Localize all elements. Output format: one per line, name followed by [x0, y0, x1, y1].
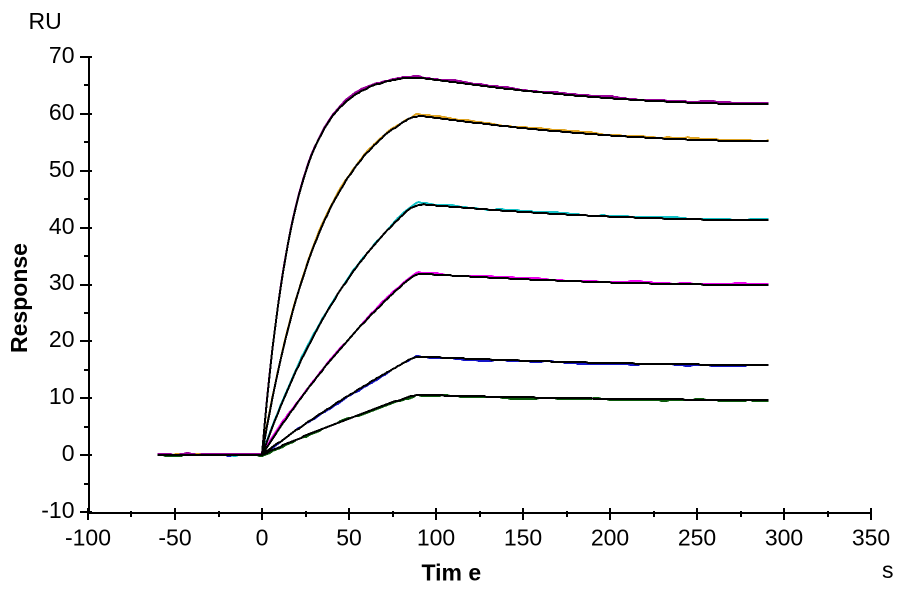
- svg-text:Tim e: Tim e: [422, 560, 482, 586]
- svg-text:300: 300: [765, 525, 803, 551]
- svg-text:60: 60: [49, 99, 75, 125]
- svg-text:200: 200: [591, 525, 629, 551]
- svg-text:0: 0: [256, 525, 269, 551]
- svg-text:s: s: [882, 557, 894, 583]
- svg-text:40: 40: [49, 213, 75, 239]
- svg-text:350: 350: [852, 525, 890, 551]
- svg-text:RU: RU: [29, 8, 62, 34]
- svg-text:Response: Response: [6, 243, 32, 353]
- svg-text:250: 250: [678, 525, 716, 551]
- svg-text:-50: -50: [158, 525, 191, 551]
- svg-text:50: 50: [49, 156, 75, 182]
- svg-text:100: 100: [417, 525, 455, 551]
- svg-text:30: 30: [49, 269, 75, 295]
- svg-text:0: 0: [62, 440, 75, 466]
- svg-text:-100: -100: [65, 525, 111, 551]
- svg-text:70: 70: [49, 42, 75, 68]
- svg-text:20: 20: [49, 326, 75, 352]
- svg-text:150: 150: [504, 525, 542, 551]
- svg-text:-10: -10: [41, 497, 74, 523]
- svg-text:50: 50: [336, 525, 362, 551]
- svg-text:10: 10: [49, 383, 75, 409]
